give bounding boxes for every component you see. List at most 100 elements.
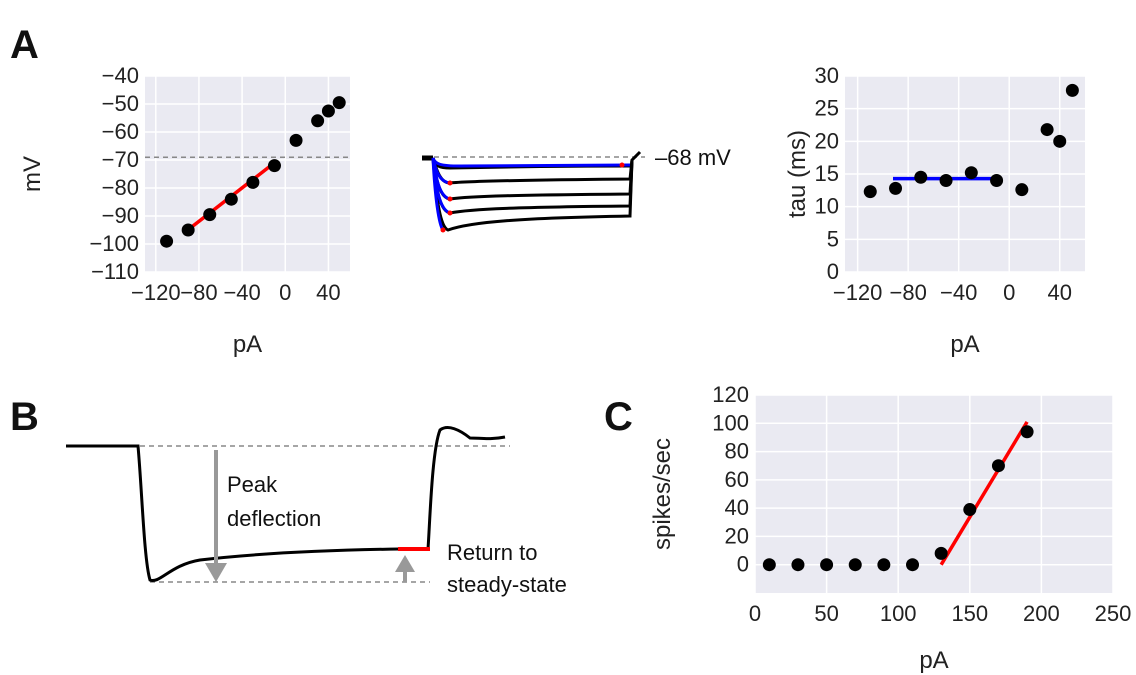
y-axis-label: mV [19, 156, 46, 192]
x-tick-label: 0 [1003, 280, 1015, 305]
y-tick-label: 80 [725, 439, 749, 464]
chart-iv-curve: −120 −80 −40 0 40−110−100−90−80−70−60−50−40p… [19, 63, 350, 358]
data-point [934, 546, 948, 560]
data-point [990, 174, 1004, 188]
peak-arrow-head [205, 563, 227, 582]
y-tick-label: 10 [815, 194, 839, 219]
fit-blue-1 [431, 157, 631, 168]
y-tick-label: 20 [725, 523, 749, 548]
data-point [160, 234, 174, 248]
data-point [181, 223, 195, 237]
return-label-line2: steady-state [447, 572, 567, 597]
red-marker [447, 196, 453, 202]
data-point [332, 96, 346, 110]
data-point [1065, 83, 1079, 97]
y-tick-label: −110 [91, 259, 139, 284]
data-point [991, 459, 1005, 473]
x-tick-label: −40 [223, 280, 260, 305]
data-point [762, 558, 776, 572]
return-label-line1: Return to [447, 540, 538, 565]
peak-label-line2: deflection [227, 506, 321, 531]
voltage-trace [66, 426, 506, 582]
x-tick-label: −80 [180, 280, 217, 305]
chart-fi-curve: 0 50 100 150 200 250 0 20 40 60 80 100 120 pA spikes/s… [649, 382, 1131, 674]
x-tick-label: −120 [833, 280, 883, 305]
data-point [914, 170, 928, 184]
resting-potential-label: –68 mV [655, 145, 731, 170]
y-tick-label: 0 [737, 552, 749, 577]
x-axis-label: pA [233, 331, 262, 358]
data-point [224, 192, 238, 206]
y-tick-label: 100 [712, 410, 749, 435]
x-tick-label: 0 [749, 601, 761, 626]
y-tick-label: −50 [102, 91, 139, 116]
data-point [289, 133, 303, 147]
y-tick-label: −60 [102, 119, 139, 144]
y-tick-label: 40 [725, 495, 749, 520]
x-tick-label: 40 [1047, 280, 1071, 305]
y-tick-label: 25 [815, 96, 839, 121]
x-tick-label: −40 [940, 280, 977, 305]
peak-label-line1: Peak [227, 472, 278, 497]
y-tick-label: 15 [815, 161, 839, 186]
panel-label-a: A [10, 23, 39, 67]
data-point [267, 159, 281, 173]
x-tick-label: −120 [131, 280, 181, 305]
x-axis-label: pA [950, 331, 979, 358]
x-tick-label: 150 [951, 601, 988, 626]
y-tick-label: −90 [102, 203, 139, 228]
y-tick-label: −100 [89, 231, 139, 256]
y-axis-label: tau (ms) [784, 130, 811, 218]
data-point [889, 181, 903, 195]
chart-tau: −120 −80 −40 0 40 0 5 10 15 20 25 30 pA tau (ms) [784, 63, 1085, 358]
data-point [963, 503, 977, 517]
data-point [964, 166, 978, 180]
y-tick-label: −70 [102, 147, 139, 172]
fit-line [939, 420, 1029, 566]
data-point [321, 104, 335, 118]
data-point [1040, 123, 1054, 137]
y-tick-label: −80 [102, 175, 139, 200]
y-tick-label: 60 [725, 467, 749, 492]
x-tick-label: 0 [279, 280, 291, 305]
data-point [1015, 183, 1029, 197]
red-marker [619, 162, 625, 168]
data-point [246, 175, 260, 189]
data-point [848, 558, 862, 572]
data-point [863, 185, 877, 199]
x-tick-label: 250 [1095, 601, 1132, 626]
plot-background [755, 395, 1113, 593]
y-tick-label: −40 [102, 63, 139, 88]
y-tick-label: 20 [815, 128, 839, 153]
data-point [1053, 134, 1067, 148]
data-point [791, 558, 805, 572]
y-tick-label: 120 [712, 382, 749, 407]
y-tick-label: 30 [815, 63, 839, 88]
red-marker [447, 180, 453, 186]
data-point [203, 208, 217, 222]
x-axis-label: pA [919, 647, 948, 674]
y-tick-label: 5 [827, 226, 839, 251]
plot-background [145, 76, 350, 272]
panel-label-b: B [10, 395, 39, 439]
x-tick-label: 40 [316, 280, 340, 305]
y-axis-label: spikes/sec [649, 438, 676, 550]
panel-b-schematic: Peak deflection Return to steady-state [66, 426, 567, 597]
x-tick-label: 200 [1023, 601, 1060, 626]
y-tick-label: 0 [827, 259, 839, 284]
data-point [877, 558, 891, 572]
red-marker [447, 210, 453, 216]
panel-label-c: C [604, 395, 633, 439]
data-point [820, 558, 834, 572]
red-marker [440, 227, 446, 233]
x-tick-label: −80 [889, 280, 926, 305]
data-point [1020, 425, 1034, 439]
return-arrow-head [395, 555, 415, 572]
data-point [311, 114, 325, 128]
x-tick-label: 50 [814, 601, 838, 626]
data-point [906, 558, 920, 572]
data-point [939, 174, 953, 188]
x-tick-label: 100 [880, 601, 917, 626]
voltage-traces: –68 mV [422, 145, 731, 233]
